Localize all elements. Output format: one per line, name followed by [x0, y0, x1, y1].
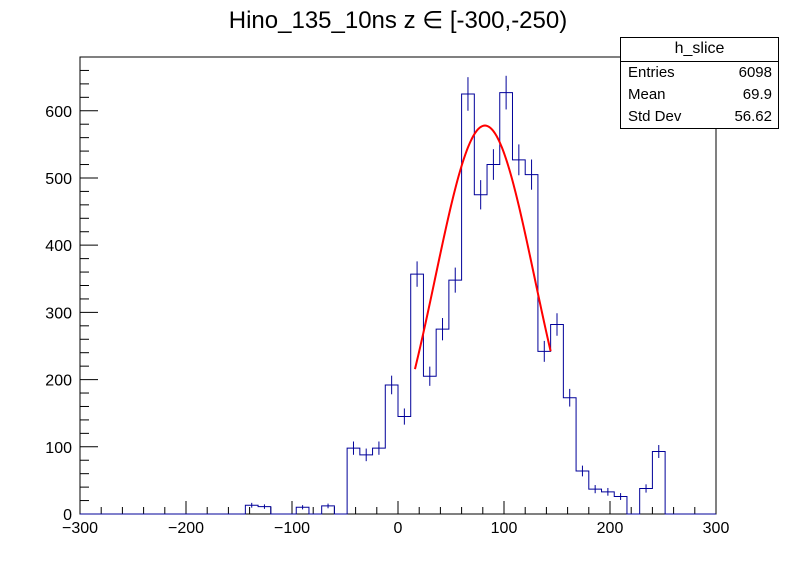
- stats-label: Mean: [628, 86, 666, 103]
- stats-row-stddev: Std Dev 56.62: [621, 106, 778, 128]
- stats-box: h_slice Entries 6098 Mean 69.9 Std Dev 5…: [620, 37, 779, 129]
- fit-curve: [413, 124, 552, 370]
- y-tick-label: 600: [45, 104, 72, 121]
- histogram-series: [80, 92, 716, 515]
- stats-value: 6098: [738, 64, 772, 81]
- x-tick-label: −200: [168, 520, 204, 537]
- x-tick-label: 100: [491, 520, 518, 537]
- stats-label: Std Dev: [628, 108, 682, 125]
- y-tick-label: 500: [45, 171, 72, 188]
- stats-box-name: h_slice: [621, 38, 778, 62]
- stats-label: Entries: [628, 64, 675, 81]
- x-tick-label: −300: [62, 520, 98, 537]
- chart-title: Hino_135_10ns z ∈ [-300,-250): [228, 7, 568, 34]
- stats-row-entries: Entries 6098: [621, 62, 778, 84]
- gauss-fit: [413, 124, 552, 370]
- stats-value: 69.9: [742, 86, 772, 103]
- x-tick-label: 300: [703, 520, 730, 537]
- stats-row-mean: Mean 69.9: [621, 84, 778, 106]
- y-tick-label: 300: [45, 305, 72, 322]
- stats-value: 56.62: [734, 108, 772, 125]
- axis-tick-labels: −300 −200 −100 0 100 200 300 0 100 200 300 400 500 60…: [45, 104, 729, 537]
- x-tick-label: −100: [274, 520, 310, 537]
- y-tick-label: 200: [45, 373, 72, 390]
- x-tick-label: 200: [597, 520, 624, 537]
- error-bars: [251, 75, 660, 510]
- x-tick-label: 0: [394, 520, 403, 537]
- y-tick-label: 0: [63, 507, 72, 524]
- y-tick-label: 100: [45, 440, 72, 457]
- histogram-outline: [80, 92, 716, 515]
- y-tick-label: 400: [45, 238, 72, 255]
